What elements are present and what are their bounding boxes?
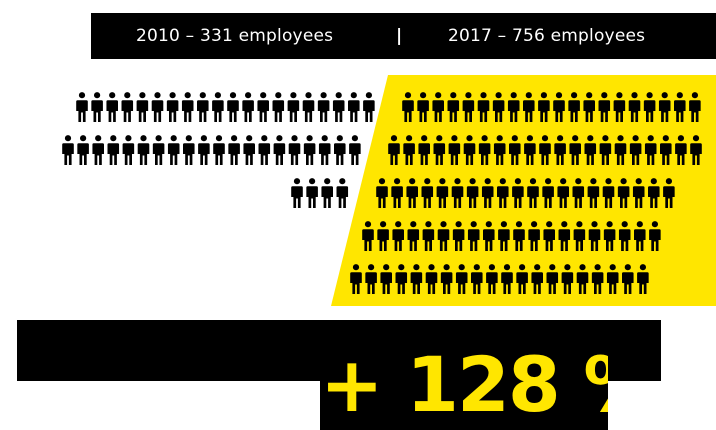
person-icon	[121, 92, 134, 122]
person-icon	[197, 92, 209, 122]
person-icon	[273, 135, 286, 165]
growth-percentage: + 128 %	[320, 346, 608, 429]
person-icon	[349, 135, 361, 165]
person-icon	[167, 135, 180, 165]
person-icon	[257, 92, 269, 122]
person-icon	[91, 92, 103, 122]
person-icon	[321, 178, 333, 208]
person-icon	[227, 92, 239, 122]
person-icon	[183, 135, 195, 165]
person-icon	[287, 92, 300, 122]
person-icon	[243, 135, 255, 165]
person-icon	[272, 92, 285, 122]
person-icon	[213, 135, 225, 165]
growth-box: + 128 %	[320, 346, 608, 430]
person-icon	[122, 135, 135, 165]
person-icon	[136, 92, 149, 122]
person-icon	[318, 135, 331, 165]
people-2010-group	[62, 92, 375, 208]
person-icon	[77, 135, 89, 165]
person-icon	[288, 135, 301, 165]
header-2017-label: 2017 – 756 employees	[448, 26, 646, 46]
person-icon	[62, 135, 74, 165]
person-icon	[228, 135, 240, 165]
person-icon	[291, 178, 303, 208]
header-bar: 2010 – 331 employees | 2017 – 756 employ…	[91, 13, 716, 59]
person-icon	[242, 92, 254, 122]
person-icon	[198, 135, 210, 165]
person-icon	[306, 178, 318, 208]
person-icon	[317, 92, 330, 122]
header-separator: |	[396, 26, 403, 46]
person-icon	[166, 92, 179, 122]
person-icon	[106, 92, 118, 122]
person-icon	[76, 92, 88, 122]
person-icon	[258, 135, 271, 165]
person-icon	[302, 92, 315, 122]
person-icon	[303, 135, 316, 165]
person-icon	[336, 178, 349, 208]
person-icon	[334, 135, 346, 165]
person-icon	[92, 135, 104, 165]
person-icon	[137, 135, 150, 165]
employee-figure-graphic	[62, 75, 716, 306]
person-icon	[152, 135, 165, 165]
person-icon	[151, 92, 164, 122]
person-icon	[332, 92, 345, 122]
person-icon	[181, 92, 194, 122]
person-icon	[107, 135, 120, 165]
person-icon	[348, 92, 360, 122]
person-icon	[212, 92, 224, 122]
header-2010-label: 2010 – 331 employees	[136, 26, 334, 46]
person-icon	[363, 92, 375, 122]
